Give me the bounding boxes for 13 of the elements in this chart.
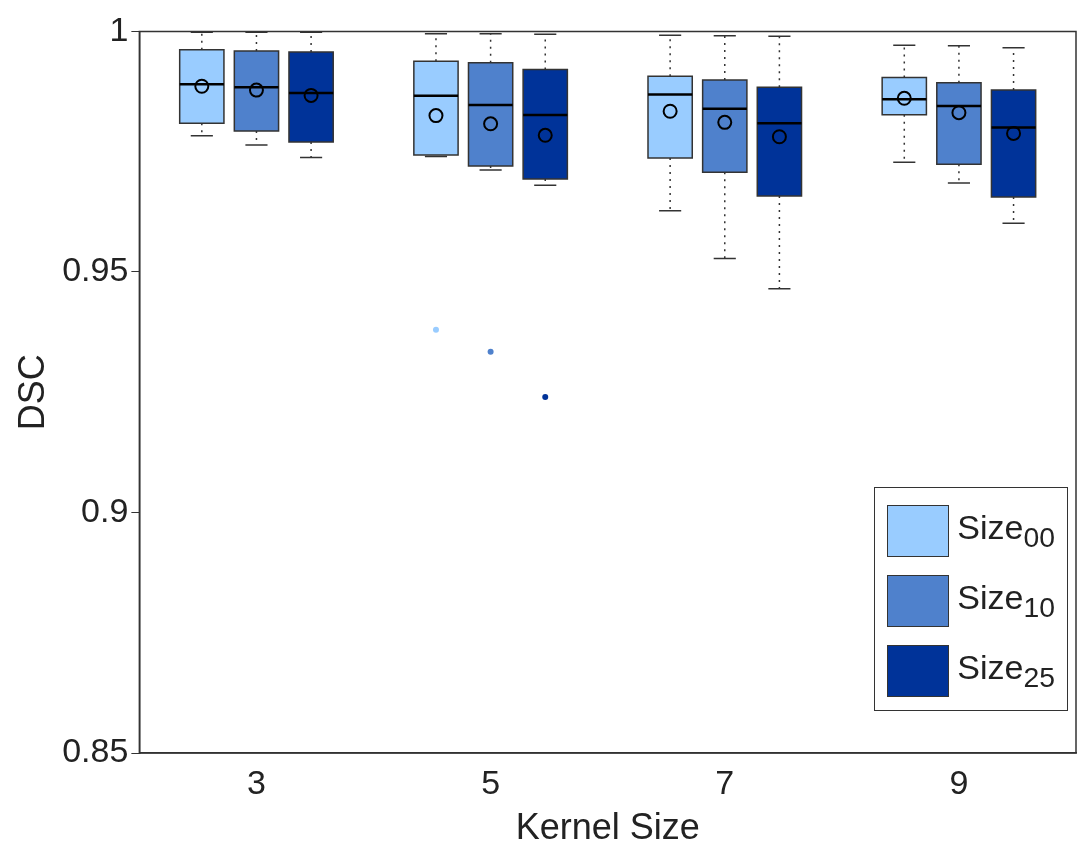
y-axis-title: DSC bbox=[10, 354, 52, 431]
y-tick-label: 0.95 bbox=[62, 250, 129, 289]
y-tick-label: 0.85 bbox=[62, 731, 129, 770]
legend-label: Size$_{10}$ bbox=[957, 578, 1055, 624]
x-tick-label: 7 bbox=[715, 762, 735, 801]
legend-label: Size$_{00}$ bbox=[957, 508, 1055, 554]
legend-label: Size$_{25}$ bbox=[957, 648, 1055, 694]
y-tick-label: 0.9 bbox=[81, 490, 129, 529]
x-axis-title: Kernel Size bbox=[515, 806, 700, 848]
x-tick-label: 5 bbox=[481, 762, 501, 801]
x-tick-label: 9 bbox=[949, 762, 969, 801]
y-tick-label: 1 bbox=[109, 9, 129, 48]
x-tick-label: 3 bbox=[246, 762, 266, 801]
